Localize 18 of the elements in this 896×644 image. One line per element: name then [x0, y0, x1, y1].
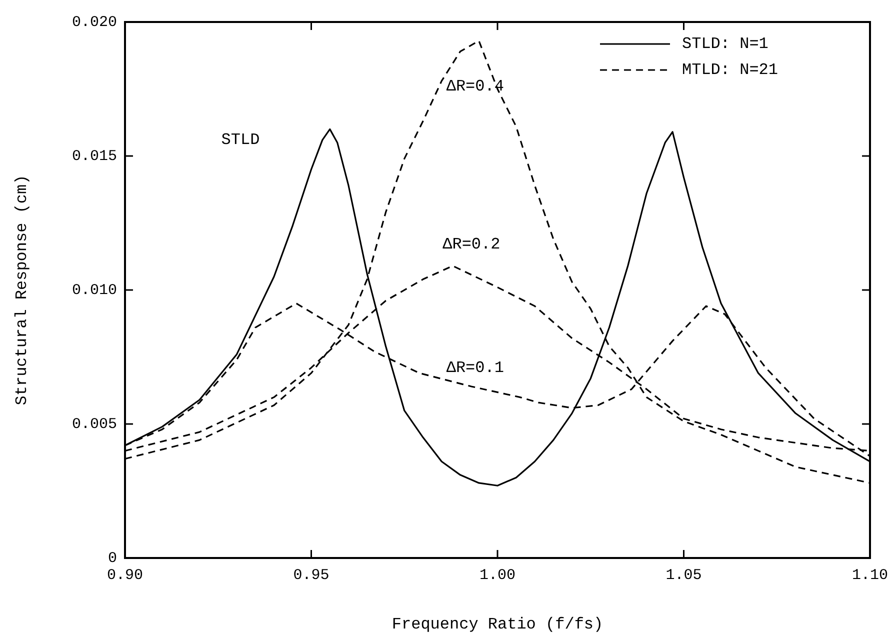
y-tick-label: 0.010 [72, 282, 117, 299]
y-axis-title: Structural Response (cm) [12, 174, 31, 406]
legend-label: MTLD: N=21 [682, 61, 778, 80]
x-tick-label: 1.10 [852, 566, 888, 584]
y-tick-label: 0.020 [72, 14, 117, 31]
x-axis-title: Frequency Ratio (f/fs) [392, 616, 604, 634]
annotation: ΔR=0.4 [446, 78, 504, 96]
annotation: ΔR=0.1 [446, 358, 504, 377]
annotation: ΔR=0.2 [442, 236, 500, 254]
y-tick-label: 0.015 [72, 148, 117, 165]
x-tick-label: 1.00 [479, 566, 516, 584]
x-tick-label: 0.95 [293, 566, 330, 584]
y-tick-label: 0.005 [72, 416, 117, 433]
legend-label: STLD: N=1 [682, 35, 768, 54]
x-tick-label: 0.90 [106, 566, 144, 584]
x-tick-label: 1.05 [666, 566, 702, 584]
y-tick-label: 0 [108, 550, 117, 567]
annotation: STLD [221, 131, 260, 150]
